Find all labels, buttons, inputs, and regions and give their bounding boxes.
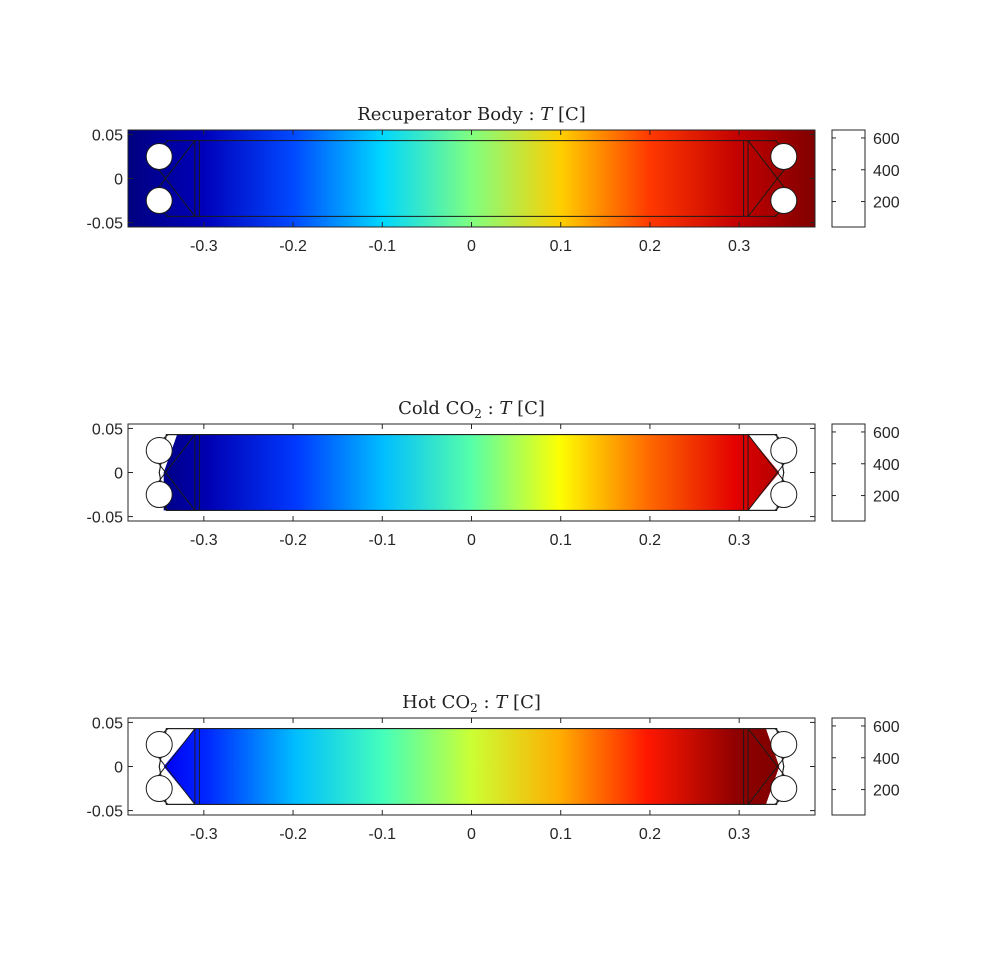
- x-tick-label: -0.2: [279, 238, 307, 255]
- port-circle: [145, 187, 173, 215]
- x-tick-label: -0.3: [190, 532, 218, 549]
- x-tick-label: 0: [467, 532, 476, 549]
- port-circle: [770, 187, 798, 215]
- x-tick-label: 0.3: [728, 826, 750, 843]
- x-tick-label: 0.2: [639, 238, 661, 255]
- x-tick-label: 0: [467, 238, 476, 255]
- colorbar-tick-label: 200: [873, 783, 900, 800]
- port-circle: [770, 730, 798, 758]
- y-tick-label: 0.05: [92, 127, 123, 144]
- x-tick-label: -0.2: [279, 826, 307, 843]
- x-tick-label: 0.3: [728, 238, 750, 255]
- x-tick-label: 0.1: [550, 532, 572, 549]
- title-unit: [C]: [511, 398, 545, 419]
- x-tick-label: 0.3: [728, 532, 750, 549]
- x-tick-label: 0.1: [550, 238, 572, 255]
- title-unit: [C]: [507, 692, 541, 713]
- port-circle: [145, 142, 173, 170]
- colorbar-tick-label: 400: [873, 457, 900, 474]
- title-variable: T: [495, 692, 509, 713]
- port-circle: [145, 775, 173, 803]
- title-variable: T: [540, 104, 554, 125]
- y-tick-label: 0: [114, 172, 123, 189]
- port-circle: [770, 142, 798, 170]
- x-tick-label: 0.1: [550, 826, 572, 843]
- title-prefix: Cold CO: [398, 398, 474, 419]
- x-tick-label: -0.1: [368, 826, 396, 843]
- colorbar-tick-label: 400: [873, 163, 900, 180]
- colorbar-tick-label: 200: [873, 195, 900, 212]
- x-tick-label: -0.1: [368, 532, 396, 549]
- temperature-field: [128, 130, 815, 227]
- y-tick-label: -0.05: [87, 804, 124, 821]
- title-suffix: :: [482, 398, 500, 419]
- title-prefix: Recuperator Body :: [357, 104, 540, 125]
- panel-cold: Cold CO2 : T [C] -0.3 -0.2 -0.1 0 0.1 0.2 0.3 0.…: [87, 398, 900, 549]
- panel-title: Hot CO2 : T [C]: [402, 692, 541, 715]
- title-variable: T: [499, 398, 513, 419]
- colorbar: [831, 423, 866, 522]
- x-tick-label: 0: [467, 826, 476, 843]
- title-suffix: :: [478, 692, 496, 713]
- port-circle: [145, 481, 173, 509]
- port-circle: [770, 436, 798, 464]
- x-tick-label: -0.1: [368, 238, 396, 255]
- x-tick-label: 0.2: [639, 532, 661, 549]
- colorbar-tick-label: 600: [873, 719, 900, 736]
- colorbar-tick-label: 200: [873, 489, 900, 506]
- panel-title: Cold CO2 : T [C]: [398, 398, 545, 421]
- x-tick-label: 0.2: [639, 826, 661, 843]
- port-circle: [145, 436, 173, 464]
- panel-title: Recuperator Body : T [C]: [357, 104, 586, 125]
- channel-outline: [166, 140, 777, 217]
- panel-hot: Hot CO2 : T [C] -0.3 -0.2 -0.1 0 0.1 0.2 0.3 0.0…: [87, 692, 900, 843]
- panel-body: Recuperator Body : T [C] -0.3 -0.2 -0.1 0 0.1…: [87, 104, 900, 255]
- port-circle: [770, 481, 798, 509]
- x-tick-label: -0.3: [190, 826, 218, 843]
- y-tick-label: -0.05: [87, 510, 124, 527]
- colorbar-tick-label: 400: [873, 751, 900, 768]
- colorbar: [831, 717, 866, 816]
- x-tick-label: -0.2: [279, 532, 307, 549]
- title-prefix: Hot CO: [402, 692, 470, 713]
- channel-border: [158, 434, 785, 511]
- colorbar: [831, 129, 866, 228]
- temperature-field: [163, 434, 780, 511]
- y-tick-label: 0.05: [92, 715, 123, 732]
- title-subscript: 2: [470, 701, 478, 715]
- title-unit: [C]: [552, 104, 586, 125]
- x-tick-label: -0.3: [190, 238, 218, 255]
- channel-border: [158, 728, 785, 805]
- colorbar-tick-label: 600: [873, 425, 900, 442]
- title-subscript: 2: [474, 407, 482, 421]
- y-tick-label: -0.05: [87, 216, 124, 233]
- colorbar-tick-label: 600: [873, 131, 900, 148]
- port-circle: [145, 730, 173, 758]
- y-tick-label: 0: [114, 466, 123, 483]
- y-tick-label: 0.05: [92, 421, 123, 438]
- y-tick-label: 0: [114, 760, 123, 777]
- temperature-field: [163, 728, 780, 805]
- port-circle: [770, 775, 798, 803]
